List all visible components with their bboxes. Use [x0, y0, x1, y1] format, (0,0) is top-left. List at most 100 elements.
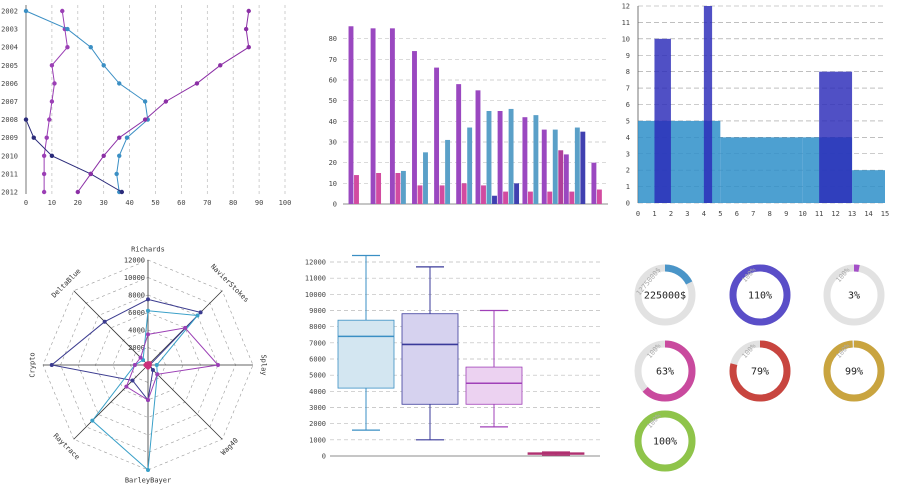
radar-point: [90, 418, 95, 423]
data-point: [41, 189, 47, 195]
data-point: [117, 153, 122, 158]
y-tick-label: 40: [329, 118, 337, 126]
bar: [580, 131, 586, 204]
x-tick-label: 14: [864, 210, 872, 218]
radar-point: [155, 372, 160, 377]
donut-arc: [729, 340, 791, 402]
donut-arc: [729, 264, 791, 326]
x-tick-label: 11: [815, 210, 823, 218]
data-point: [49, 153, 55, 158]
data-point: [117, 81, 122, 86]
data-point: [101, 63, 106, 68]
x-tick-label: 6: [735, 210, 739, 218]
radar-axis-label: Crypto: [29, 352, 37, 377]
y-tick-label: 11000: [305, 275, 326, 283]
x-tick-label: 3: [685, 210, 689, 218]
y-tick-label: 2005: [1, 62, 18, 70]
radar-ring-label: 10000: [124, 274, 145, 282]
x-tick-label: 20: [74, 199, 82, 207]
data-point: [23, 8, 29, 14]
y-tick-label: 2006: [1, 80, 18, 88]
box: [337, 319, 395, 389]
radar-point: [154, 363, 159, 367]
donut-arc: [823, 264, 885, 326]
donut-value: 110%: [748, 291, 772, 302]
y-tick-label: 2004: [1, 44, 18, 52]
x-tick-label: 30: [99, 199, 107, 207]
x-tick-label: 9: [784, 210, 788, 218]
radar-point: [130, 378, 135, 383]
bar: [522, 117, 528, 204]
y-tick-label: 2011: [1, 170, 18, 178]
x-tick-label: 0: [24, 199, 28, 207]
data-point: [49, 63, 55, 68]
x-tick-label: 40: [125, 199, 133, 207]
bar: [533, 115, 539, 204]
data-point: [218, 63, 223, 68]
y-tick-label: 7: [626, 85, 630, 93]
radar-axis-label: Richards: [131, 246, 165, 254]
data-point: [41, 153, 47, 158]
data-point: [124, 135, 130, 140]
data-point: [65, 45, 70, 50]
bar: [439, 185, 445, 204]
bar: [481, 185, 486, 204]
y-tick-label: 20: [329, 159, 337, 167]
bar: [348, 26, 354, 205]
x-tick-label: 13: [848, 210, 856, 218]
x-tick-label: 60: [177, 199, 185, 207]
radar-ring-label: 12000: [124, 257, 145, 265]
donut-value: 63%: [656, 367, 674, 378]
bar: [467, 127, 473, 204]
data-point: [142, 117, 148, 122]
x-tick-label: 100: [279, 199, 292, 207]
bar: [569, 191, 575, 204]
boxplot-panel: 0 1000 2000 3000 4000 5000 6000 7000 8000 9000 100…: [300, 250, 615, 480]
data-point: [163, 99, 169, 104]
y-tick-label: 1: [626, 183, 630, 191]
donut-value: 79%: [751, 367, 769, 378]
y-tick-label: 50: [329, 97, 337, 105]
y-tick-label: 8000: [309, 323, 326, 331]
y-tick-label: 2009: [1, 134, 18, 142]
bar: [514, 183, 520, 204]
x-tick-label: 8: [768, 210, 772, 218]
bar: [395, 173, 401, 204]
bar: [486, 111, 492, 204]
data-point: [117, 135, 122, 140]
histogram-bar: [819, 71, 853, 204]
histogram-bar: [720, 137, 803, 203]
donut-arc: [634, 264, 696, 326]
y-tick-label: 7000: [309, 339, 326, 347]
radar-point: [146, 332, 150, 337]
donut-arc: [823, 340, 885, 402]
bar: [508, 108, 514, 204]
data-point: [23, 117, 29, 122]
x-tick-label: 50: [151, 199, 159, 207]
y-tick-label: 2002: [1, 8, 18, 16]
data-point: [52, 81, 57, 86]
y-tick-label: 10: [622, 35, 630, 43]
bar: [354, 175, 359, 204]
y-tick-label: 2: [626, 167, 630, 175]
histogram-bar: [703, 6, 713, 203]
radar-point: [146, 468, 150, 472]
bar: [434, 67, 440, 204]
bar: [423, 152, 428, 204]
data-point: [246, 45, 251, 50]
donut-value: 3%: [848, 291, 860, 302]
donut-value: 225000$: [644, 291, 686, 302]
bar: [497, 111, 503, 204]
bar: [376, 173, 382, 204]
radar-point: [146, 297, 150, 302]
data-point: [47, 117, 52, 122]
bar: [527, 191, 533, 204]
box: [465, 366, 523, 405]
x-tick-label: 15: [881, 210, 889, 218]
y-tick-label: 9000: [309, 307, 326, 315]
y-tick-label: 12: [622, 3, 630, 11]
y-tick-label: 2010: [1, 152, 18, 160]
bar: [400, 170, 406, 204]
radar-axis-label: BarleyBayer: [125, 477, 171, 485]
box: [401, 313, 459, 405]
